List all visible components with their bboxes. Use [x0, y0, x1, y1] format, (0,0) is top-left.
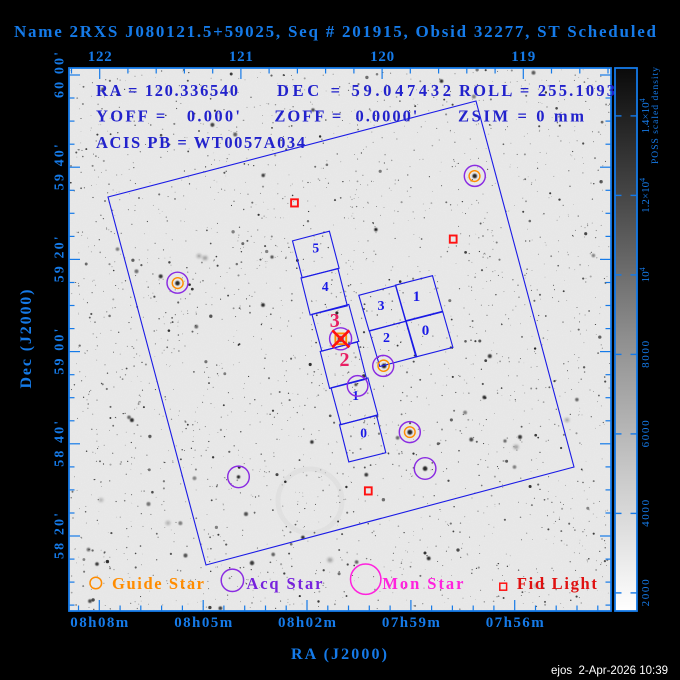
svg-text:DEC = 59.047432: DEC = 59.047432	[277, 81, 451, 100]
svg-text:07h56m: 07h56m	[486, 615, 545, 631]
svg-text:1.4×104: 1.4×104	[638, 98, 652, 133]
svg-text:1: 1	[413, 289, 421, 305]
svg-text:60 00': 60 00'	[53, 52, 68, 98]
svg-text:1.2×104: 1.2×104	[638, 178, 652, 213]
svg-text:Guide Star: Guide Star	[112, 574, 204, 593]
svg-text:119: 119	[511, 49, 535, 65]
svg-text:Acq Star: Acq Star	[246, 574, 322, 593]
svg-text:0: 0	[360, 426, 367, 441]
svg-text:RA = 120.336540: RA = 120.336540	[96, 81, 238, 100]
svg-text:2: 2	[383, 331, 390, 346]
svg-text:122: 122	[88, 49, 112, 65]
svg-text:Mon Star: Mon Star	[382, 574, 463, 593]
svg-text:2: 2	[340, 349, 350, 371]
svg-text:59 20': 59 20'	[53, 236, 68, 282]
svg-text:4: 4	[322, 279, 329, 294]
svg-text:ROLL = 255.1093: ROLL = 255.1093	[459, 81, 615, 100]
svg-text:120: 120	[370, 49, 394, 65]
svg-text:121: 121	[229, 49, 253, 65]
svg-text:59 00': 59 00'	[53, 329, 68, 375]
svg-text:Dec (J2000): Dec (J2000)	[18, 290, 35, 389]
svg-text:ejos 2-Apr-2026 10:39: ejos 2-Apr-2026 10:39	[551, 665, 668, 677]
svg-text:58 20': 58 20'	[53, 513, 68, 559]
svg-text:ZSIM = 0 mm: ZSIM = 0 mm	[458, 107, 584, 126]
svg-text:ZOFF = 0.0000': ZOFF = 0.0000'	[274, 107, 417, 126]
svg-text:3: 3	[330, 310, 340, 332]
svg-text:RA (J2000): RA (J2000)	[291, 646, 387, 663]
svg-text:58 40': 58 40'	[53, 421, 68, 467]
svg-text:08h08m: 08h08m	[70, 615, 129, 631]
svg-text:ACIS PB = WT0057A034: ACIS PB = WT0057A034	[96, 133, 305, 152]
svg-text:07h59m: 07h59m	[382, 615, 441, 631]
svg-text:8000: 8000	[640, 340, 652, 368]
svg-text:3: 3	[378, 299, 385, 314]
svg-text:POSS scaled density: POSS scaled density	[651, 67, 661, 164]
svg-text:YOFF = 0.000': YOFF = 0.000'	[96, 107, 240, 126]
svg-text:0: 0	[422, 323, 430, 339]
svg-text:6000: 6000	[640, 420, 652, 448]
svg-text:08h05m: 08h05m	[174, 615, 233, 631]
svg-text:4000: 4000	[640, 499, 652, 527]
svg-text:59 40': 59 40'	[53, 144, 68, 190]
svg-text:5: 5	[312, 241, 319, 256]
svg-text:Fid Light: Fid Light	[517, 574, 598, 593]
svg-text:Name 2RXS J080121.5+59025, Seq: Name 2RXS J080121.5+59025, Seq # 201915,…	[14, 22, 657, 41]
svg-text:08h02m: 08h02m	[278, 615, 337, 631]
svg-text:2000: 2000	[640, 579, 652, 607]
